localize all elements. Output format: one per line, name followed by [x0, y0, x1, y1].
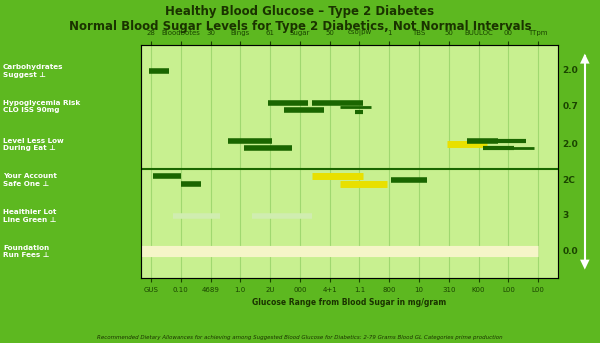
Text: 2.0: 2.0	[562, 67, 578, 75]
Text: Hypoglycemia Risk
CLO ISS 90mg: Hypoglycemia Risk CLO ISS 90mg	[3, 100, 80, 114]
Text: Foundation
Run Fees ⊥: Foundation Run Fees ⊥	[3, 245, 49, 258]
Text: 0.7: 0.7	[562, 102, 578, 111]
Text: 3: 3	[562, 211, 568, 220]
Text: 2.0: 2.0	[562, 140, 578, 149]
Text: 0.0: 0.0	[562, 247, 578, 256]
Text: Healthy Blood Glucose – Type 2 Diabetes
Normal Blood Sugar Levels for Type 2 Dia: Healthy Blood Glucose – Type 2 Diabetes …	[68, 5, 532, 33]
Text: Level Less Low
During Eat ⊥: Level Less Low During Eat ⊥	[3, 138, 64, 151]
Text: Carbohydrates
Suggest ⊥: Carbohydrates Suggest ⊥	[3, 64, 64, 78]
Text: ▲: ▲	[580, 51, 590, 64]
Text: 2C: 2C	[562, 176, 575, 185]
Text: ▼: ▼	[580, 258, 590, 271]
Text: Healthier Lot
Line Green ⊥: Healthier Lot Line Green ⊥	[3, 209, 56, 223]
Text: Recommended Dietary Allowances for achieving among Suggested Blood Glucose for D: Recommended Dietary Allowances for achie…	[97, 334, 503, 340]
Text: Your Account
Safe One ⊥: Your Account Safe One ⊥	[3, 173, 57, 187]
Text: Glucose Range from Blood Sugar in mg/gram: Glucose Range from Blood Sugar in mg/gra…	[253, 298, 446, 307]
